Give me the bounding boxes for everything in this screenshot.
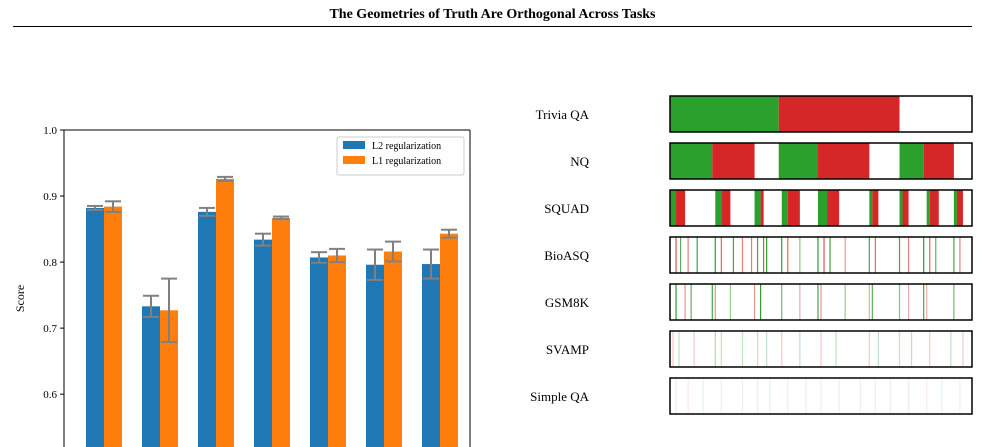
l2-bar [422, 264, 440, 447]
l1-bar [440, 233, 458, 447]
l1-bar [216, 178, 234, 447]
strip-segment [899, 190, 903, 226]
strip-segment [953, 190, 957, 226]
strip-border [669, 283, 973, 321]
legend-swatch [343, 141, 365, 149]
l2-bar [86, 207, 104, 447]
strip-segment [676, 190, 686, 226]
l2-bar [366, 264, 384, 447]
legend-swatch [343, 156, 365, 164]
strip-segment [923, 143, 954, 179]
strip-segment [817, 143, 870, 179]
strip-row-label: GSM8K [545, 295, 590, 310]
strip-segment [778, 96, 900, 132]
strip-border [669, 330, 973, 368]
strip-segment [760, 190, 764, 226]
strip-segment [902, 190, 909, 226]
strip-segment [929, 190, 939, 226]
legend-label: L2 regularization [372, 141, 441, 152]
strip-segment [670, 96, 779, 132]
page-title: The Geometries of Truth Are Orthogonal A… [329, 7, 656, 22]
title-rule [13, 26, 972, 27]
strip-border [669, 236, 973, 274]
y-tick-label: 0.9 [43, 191, 57, 203]
l1-bar [384, 251, 402, 447]
strip-row-label: BioASQ [544, 248, 589, 263]
strip-segment [778, 143, 818, 179]
strip-segment [787, 190, 800, 226]
strip-segment [869, 190, 873, 226]
strip-segment [721, 190, 731, 226]
strip-segment [956, 190, 963, 226]
bar-chart: 1.0 0.9 0.8 0.7 0.6 Score L2 regularization L1 … [13, 125, 471, 447]
strip-border [669, 95, 973, 133]
y-tick-label: 0.6 [43, 389, 57, 401]
l1-bar [272, 217, 290, 447]
l2-bar [198, 211, 216, 447]
strip-border [669, 377, 973, 415]
strip-row-label: SVAMP [546, 342, 589, 357]
strip-segment [712, 143, 755, 179]
l1-bar [160, 310, 178, 447]
strip-segment [670, 143, 713, 179]
legend-box [336, 136, 465, 176]
y-tick-label: 0.7 [43, 323, 57, 335]
y-tick-label: 0.8 [43, 257, 57, 269]
strip-segment [817, 190, 828, 226]
strip-segment [926, 190, 930, 226]
strip-segment [899, 143, 924, 179]
strip-row-label: NQ [570, 154, 589, 169]
strip-segment [715, 190, 722, 226]
l1-bar [328, 255, 346, 447]
strip-row-label: Trivia QA [536, 107, 590, 122]
y-axis-label: Score [13, 285, 27, 312]
l2-bar [310, 257, 328, 447]
strip-segment [754, 190, 761, 226]
y-tick-label: 1.0 [43, 125, 57, 137]
legend: L2 regularization L1 regularization [336, 136, 465, 176]
strip-row-label: Simple QA [530, 389, 589, 404]
l1-bar [104, 206, 122, 447]
strip-segment [781, 190, 788, 226]
strip-border [669, 189, 973, 227]
strip-border [669, 142, 973, 180]
strip-segment [827, 190, 840, 226]
l2-bar [254, 239, 272, 447]
strip-row-label: SQUAD [544, 201, 589, 216]
strip-segment [872, 190, 879, 226]
l2-bar [142, 306, 160, 447]
strip-segment [670, 190, 677, 226]
legend-label: L1 regularization [372, 156, 441, 167]
